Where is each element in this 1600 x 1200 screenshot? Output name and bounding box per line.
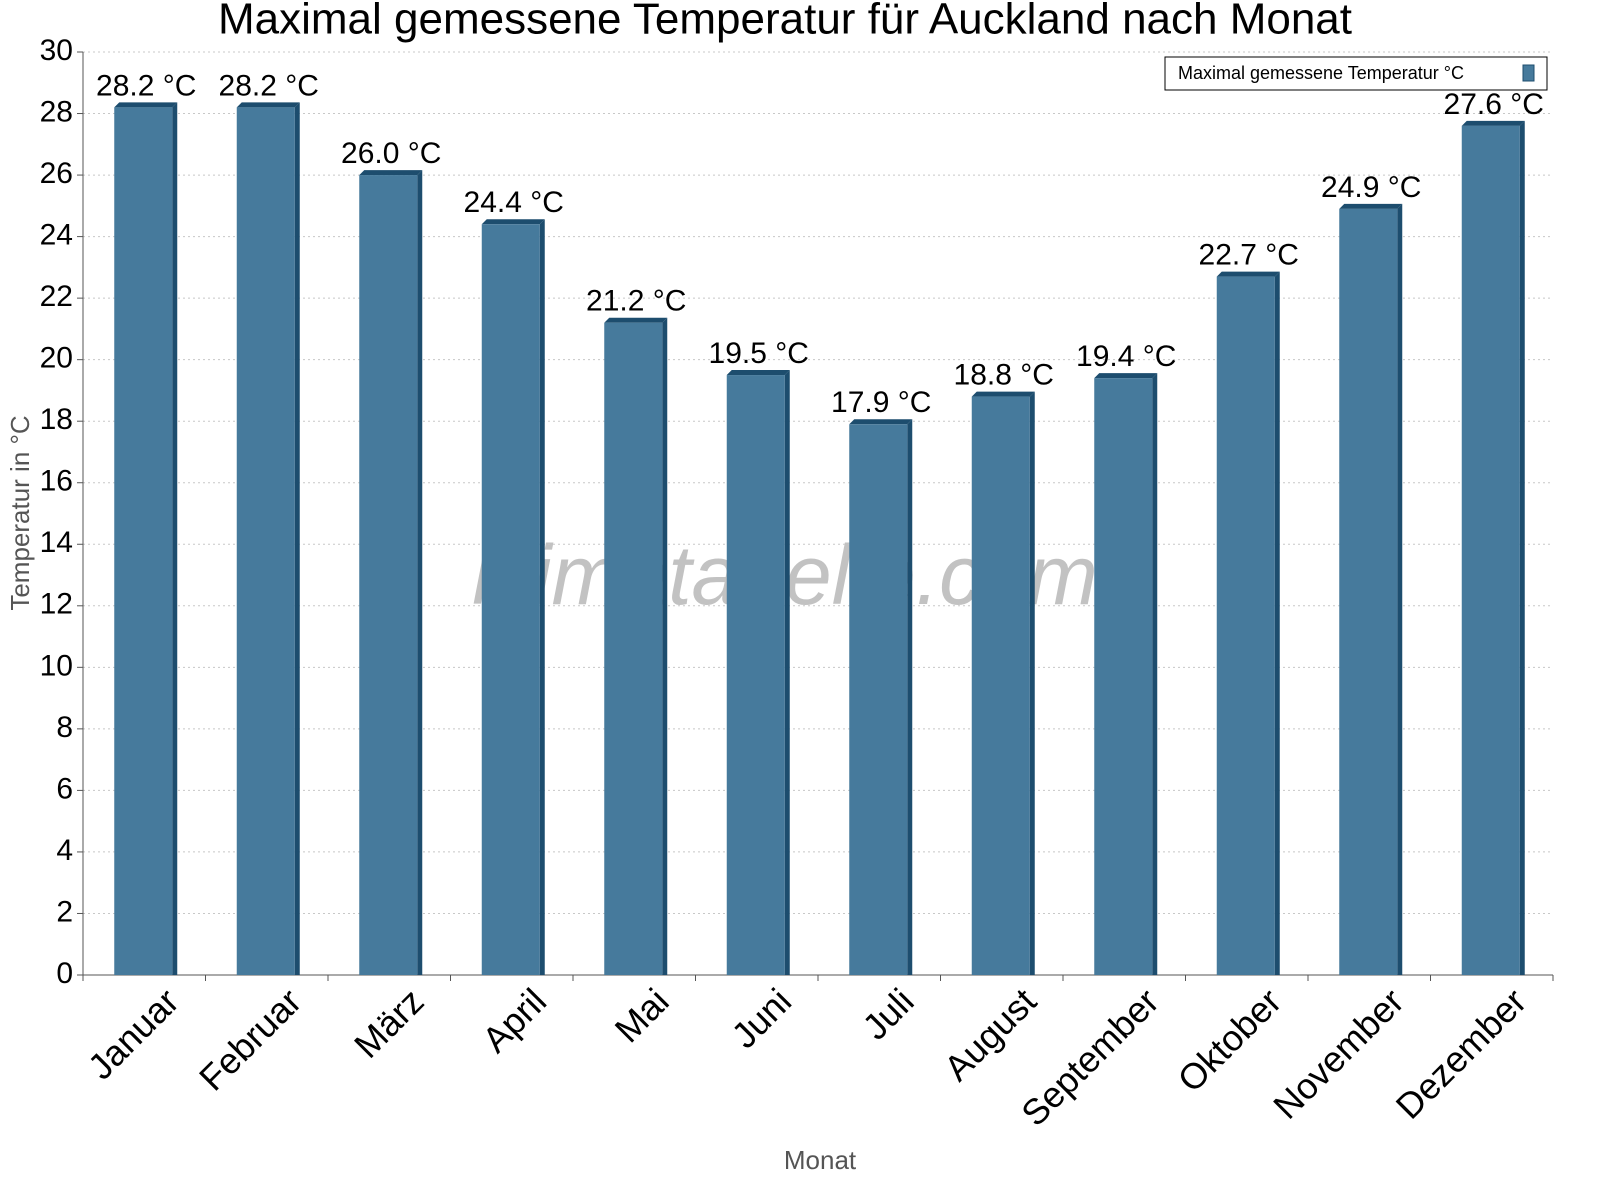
bar <box>971 396 1030 975</box>
bar <box>359 175 418 976</box>
bar-side <box>907 419 913 975</box>
y-axis-label: Temperatur in °C <box>5 415 35 610</box>
bar <box>1216 276 1275 975</box>
bar-top <box>1094 373 1158 379</box>
value-label: 19.5 °C <box>709 337 809 370</box>
bar-side <box>1397 203 1403 975</box>
bar-top <box>359 170 423 176</box>
y-tick-label: 24 <box>40 219 73 252</box>
value-label: 26.0 °C <box>341 137 441 170</box>
bar-top <box>1339 203 1403 209</box>
bar-top <box>1461 120 1525 126</box>
legend-swatch <box>1522 64 1535 82</box>
bar-top <box>114 102 178 108</box>
bar-side <box>784 370 790 975</box>
bar-side <box>172 102 178 975</box>
bar-top <box>1216 271 1280 277</box>
value-label: 24.9 °C <box>1321 171 1421 204</box>
bar <box>481 224 540 975</box>
bar-side <box>662 317 668 975</box>
bar <box>114 107 173 975</box>
legend-box <box>1164 56 1548 91</box>
value-label: 18.8 °C <box>954 359 1054 392</box>
bar <box>1339 208 1398 975</box>
bar <box>604 322 663 975</box>
bar-side <box>294 102 300 975</box>
value-label: 19.4 °C <box>1076 340 1176 373</box>
bar <box>849 424 908 975</box>
bar <box>1094 378 1153 975</box>
bar-top <box>971 391 1035 397</box>
y-tick-label: 8 <box>56 711 73 744</box>
chart-title: Maximal gemessene Temperatur für Aucklan… <box>218 0 1352 44</box>
y-tick-label: 2 <box>56 895 73 928</box>
bar-side <box>1152 373 1158 975</box>
y-tick-label: 26 <box>40 157 73 190</box>
value-label: 21.2 °C <box>586 285 686 318</box>
y-tick-label: 4 <box>56 834 73 867</box>
bar <box>236 107 295 975</box>
bar <box>726 375 785 975</box>
bar-top <box>604 317 668 323</box>
y-tick-label: 18 <box>40 403 73 436</box>
bar-side <box>1519 120 1525 976</box>
legend: Maximal gemessene Temperatur °C <box>1164 56 1548 91</box>
y-tick-label: 30 <box>40 34 73 67</box>
value-label: 27.6 °C <box>1444 88 1544 121</box>
bar-top <box>849 419 913 425</box>
bar-side <box>1029 391 1035 975</box>
bar-side <box>1274 271 1280 975</box>
bar-side <box>539 219 545 975</box>
y-tick-label: 14 <box>40 526 73 559</box>
y-tick-label: 0 <box>56 957 73 990</box>
bar-side <box>417 170 423 976</box>
bar-top <box>481 219 545 225</box>
value-label: 22.7 °C <box>1199 239 1299 272</box>
y-tick-label: 16 <box>40 465 73 498</box>
value-label: 17.9 °C <box>831 386 931 419</box>
y-tick-label: 6 <box>56 772 73 805</box>
value-label: 28.2 °C <box>96 69 196 102</box>
value-label: 28.2 °C <box>219 69 319 102</box>
y-tick-label: 28 <box>40 95 73 128</box>
y-tick-label: 12 <box>40 588 73 621</box>
legend-label: Maximal gemessene Temperatur °C <box>1178 63 1464 83</box>
y-tick-label: 22 <box>40 280 73 313</box>
x-axis-label: Monat <box>784 1145 857 1175</box>
y-tick-label: 10 <box>40 649 73 682</box>
value-label: 24.4 °C <box>464 186 564 219</box>
bar-top <box>236 102 300 108</box>
y-tick-label: 20 <box>40 342 73 375</box>
bar-top <box>726 370 790 376</box>
bar <box>1461 125 1520 976</box>
